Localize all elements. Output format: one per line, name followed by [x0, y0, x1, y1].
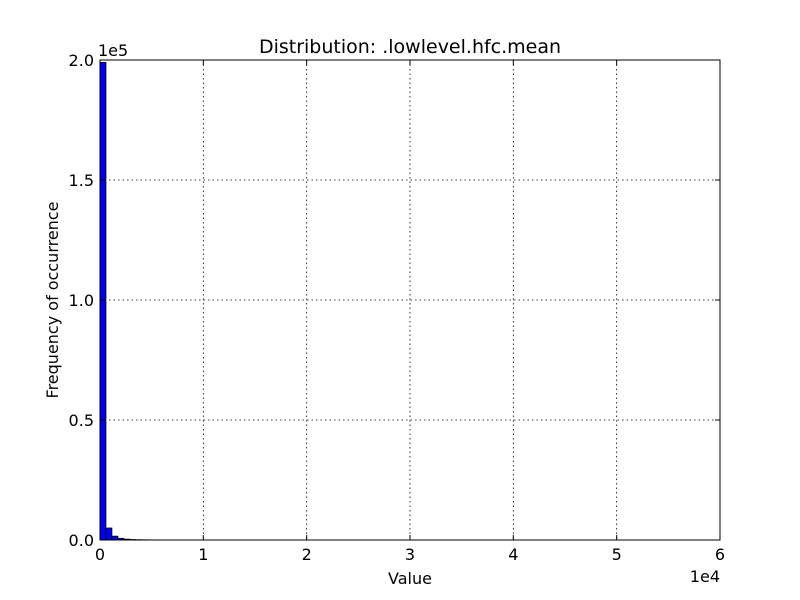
y-tick-label-2: 1.0: [69, 291, 94, 310]
histogram-bar-1: [105, 527, 113, 541]
histogram-bar-2: [111, 535, 119, 541]
x-axis-label: Value: [388, 569, 432, 588]
y-tick-label-3: 1.5: [69, 171, 94, 190]
chart-title: Distribution: .lowlevel.hfc.mean: [259, 36, 561, 58]
y-axis-label: Frequency of occurrence: [43, 202, 62, 399]
y-tick-labels: 0.0 0.5 1.0 1.5 2.0: [69, 51, 94, 550]
x-tick-labels: 0 1 2 3 4 5 6: [95, 545, 725, 564]
x-multiplier-label: 1e4: [690, 567, 720, 586]
y-tick-label-4: 2.0: [69, 51, 94, 70]
x-tick-label-6: 6: [715, 545, 725, 564]
x-tick-label-2: 2: [302, 545, 312, 564]
axis-ticks: [99, 59, 721, 541]
x-tick-label-0: 0: [95, 545, 105, 564]
x-tick-label-3: 3: [405, 545, 415, 564]
histogram-bar-0: [99, 62, 107, 541]
y-multiplier-label: 1e5: [98, 41, 128, 60]
y-tick-label-1: 0.5: [69, 411, 94, 430]
x-tick-label-1: 1: [198, 545, 208, 564]
x-tick-label-4: 4: [508, 545, 518, 564]
grid-lines: [100, 60, 720, 540]
y-tick-label-0: 0.0: [69, 531, 94, 550]
x-tick-label-5: 5: [612, 545, 622, 564]
